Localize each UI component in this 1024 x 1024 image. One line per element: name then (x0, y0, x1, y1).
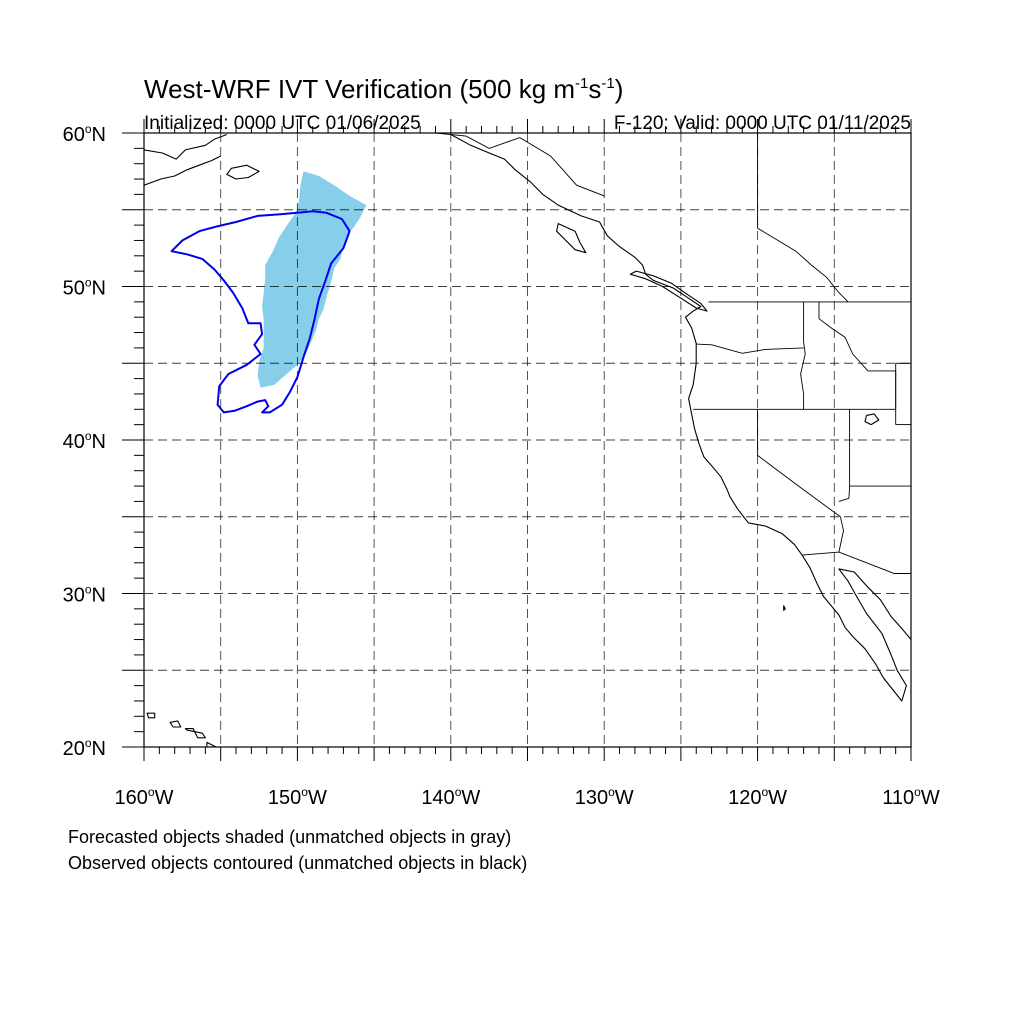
lon-tick-label: 140oW (421, 785, 480, 809)
boundary-layer (435, 133, 911, 574)
map-title: West-WRF IVT Verification (500 kg m-1s-1… (144, 74, 623, 104)
gulf-of-alaska-coast-coastline (144, 133, 227, 160)
california-nevada-border (757, 409, 841, 518)
lon-tick-label: 120oW (728, 785, 787, 809)
hawaii-main-coastline (206, 741, 218, 747)
plot-area (144, 133, 911, 747)
alaska-peninsula-coastline (144, 155, 221, 186)
kauai-coastline (146, 712, 156, 719)
us-mexico-border (802, 551, 911, 574)
axis-labels: 160oW 150oW 140oW 130oW 120oW 110oW 60oN 50oN 40… (63, 122, 940, 809)
arizona-california-border (838, 516, 844, 553)
oahu-coastline (169, 720, 182, 728)
observed-object-layer (170, 210, 351, 414)
north-america-west-coast-coastline (450, 134, 911, 702)
great-salt-lake-coastline (864, 413, 880, 426)
lon-tick-label: 110oW (882, 785, 940, 809)
lat-tick-label: 50oN (63, 276, 106, 300)
forecast-object-shading (257, 171, 367, 388)
vancouver-island-coastline (629, 270, 708, 312)
bc-alberta-border (757, 133, 849, 303)
coastline-layer (144, 133, 911, 747)
observed-legend-note: Observed objects contoured (unmatched ob… (68, 853, 528, 873)
forecast-object-layer (257, 171, 367, 388)
lon-tick-label: 130oW (575, 785, 634, 809)
valid-time: F-120: Valid: 0000 UTC 01/11/2025 (614, 113, 911, 134)
molokai-coastline (184, 728, 196, 733)
lon-tick-label: 160oW (115, 785, 174, 809)
lat-tick-label: 40oN (63, 429, 106, 453)
nevada-utah-border (838, 409, 851, 502)
guadalupe-island-coastline (783, 605, 786, 611)
observed-object-contour (170, 210, 351, 414)
maui-coastline (194, 731, 206, 739)
idaho-west-border (800, 301, 806, 410)
alaska-canada-border (435, 133, 605, 197)
forecast-legend-note: Forecasted objects shaded (unmatched obj… (68, 827, 512, 847)
lat-tick-label: 20oN (63, 736, 106, 760)
lon-tick-label: 150oW (268, 785, 327, 809)
graticule-layer (144, 133, 911, 747)
kodiak-island-coastline (226, 164, 260, 180)
idaho-montana-border (818, 301, 897, 410)
washington-oregon-border (696, 343, 804, 354)
initialized-time: Initialized: 0000 UTC 01/06/2025 (144, 113, 421, 134)
lat-tick-label: 60oN (63, 122, 106, 146)
axis-ticks (122, 119, 912, 761)
lat-tick-label: 30oN (63, 583, 106, 607)
haida-gwaii-coastline (556, 223, 587, 254)
